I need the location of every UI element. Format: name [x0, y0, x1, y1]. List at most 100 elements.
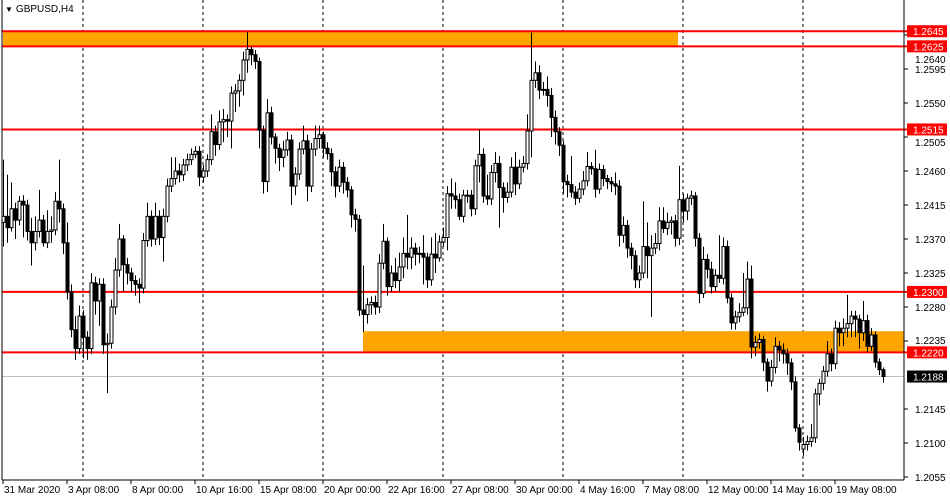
candle-bull [77, 315, 82, 350]
symbol-timeframe: GBPUSD,H4 [15, 4, 74, 15]
candle-bull [37, 219, 42, 232]
candle-bear [253, 54, 258, 62]
candle-bull [689, 195, 694, 199]
candle-bull [825, 353, 830, 372]
chart-title[interactable]: ▼ GBPUSD,H4 [5, 4, 74, 15]
candle-bull [409, 247, 414, 258]
candle-bull [161, 215, 166, 238]
candle-bear [601, 168, 606, 180]
candle-bull [397, 266, 402, 282]
candle-bear [513, 166, 518, 185]
time-tick-label: 22 Apr 16:00 [388, 485, 445, 496]
candle-bear [589, 165, 594, 170]
candle-bear [681, 199, 686, 212]
triangle-down-icon[interactable]: ▼ [5, 5, 13, 14]
candle-bear [837, 327, 842, 334]
time-tick-label: 12 May 00:00 [708, 485, 769, 496]
candle-bull [745, 278, 750, 309]
candle-bear [149, 215, 154, 240]
candle-bull [237, 79, 242, 92]
candle-bull [817, 382, 822, 395]
candle-bull [141, 240, 146, 289]
candle-bear [797, 427, 802, 443]
candle-bear [729, 297, 734, 324]
candle-bear [537, 72, 542, 91]
candle-bull [637, 272, 642, 281]
candle-bull [821, 370, 826, 384]
candle-bull [113, 269, 118, 308]
candle-bull [465, 194, 470, 197]
candle-bull [521, 162, 526, 168]
level-price-label: 1.2625 [913, 42, 944, 53]
candle-bear [645, 246, 650, 257]
candle-bull [445, 193, 450, 238]
orange-zone [3, 31, 678, 47]
candle-bear [873, 334, 878, 363]
candle-bull [169, 178, 174, 187]
candle-bear [605, 178, 610, 183]
candle-bear [545, 88, 550, 96]
candles [1, 31, 886, 456]
level-price-label-bg [907, 123, 947, 136]
candle-bull [813, 393, 818, 439]
candle-bull [309, 148, 314, 187]
orange-zone [363, 331, 904, 353]
candle-bear [261, 129, 266, 183]
candle-bull [17, 200, 22, 221]
candle-bear [481, 153, 486, 197]
candle-bull [721, 246, 726, 279]
candle-bull [585, 165, 590, 182]
candle-bear [573, 191, 578, 199]
candle-bull [233, 90, 238, 94]
candle-bear [249, 48, 254, 56]
candle-bear [25, 204, 30, 232]
candle-bear [305, 140, 310, 187]
candle-bear [13, 208, 18, 221]
candle-bear [865, 320, 870, 347]
level-price-label: 1.2515 [913, 125, 944, 136]
candle-bull [685, 197, 690, 212]
candle-bull [757, 339, 762, 344]
candle-bull [165, 185, 170, 217]
candle-bull [809, 437, 814, 443]
candle-bear [613, 183, 618, 187]
level-price-label: 1.2220 [913, 348, 944, 359]
level-price-label: 1.2645 [913, 27, 944, 38]
candle-bull [533, 72, 538, 81]
candle-bull [417, 252, 422, 255]
candle-bear [57, 200, 62, 210]
candle-bear [177, 170, 182, 176]
price-tick-label: 1.2235 [915, 336, 946, 347]
candle-bear [761, 339, 766, 363]
candle-bull [153, 215, 158, 240]
candle-bear [497, 162, 502, 189]
time-tick-label: 3 Apr 08:00 [68, 485, 120, 496]
candle-bear [453, 195, 458, 201]
price-tick-label: 1.2100 [915, 439, 946, 450]
time-tick-label: 4 May 16:00 [580, 485, 635, 496]
candle-bear [29, 230, 34, 244]
candle-bear [617, 185, 622, 236]
candle-bear [321, 134, 326, 149]
candle-bear [353, 214, 358, 220]
candle-bear [765, 361, 770, 382]
time-axis[interactable]: 31 Mar 2020 3 Apr 08:00 8 Apr 00:00 10 Apr … [2, 480, 897, 496]
candle-bull [517, 166, 522, 185]
time-tick-label: 19 May 08:00 [836, 485, 897, 496]
candle-bear [269, 112, 274, 138]
candle-bear [65, 242, 70, 293]
candle-bull [841, 327, 846, 334]
time-tick-label: 10 Apr 16:00 [196, 485, 253, 496]
candle-bear [857, 318, 862, 334]
time-tick-label: 30 Apr 00:00 [516, 485, 573, 496]
candle-bear [777, 345, 782, 351]
level-lines [2, 30, 908, 378]
candle-bull [229, 92, 234, 122]
candle-bull [541, 88, 546, 91]
candle-bear [361, 309, 366, 316]
candle-bull [337, 166, 342, 187]
candle-bear [449, 193, 454, 197]
candle-bull [105, 342, 110, 346]
